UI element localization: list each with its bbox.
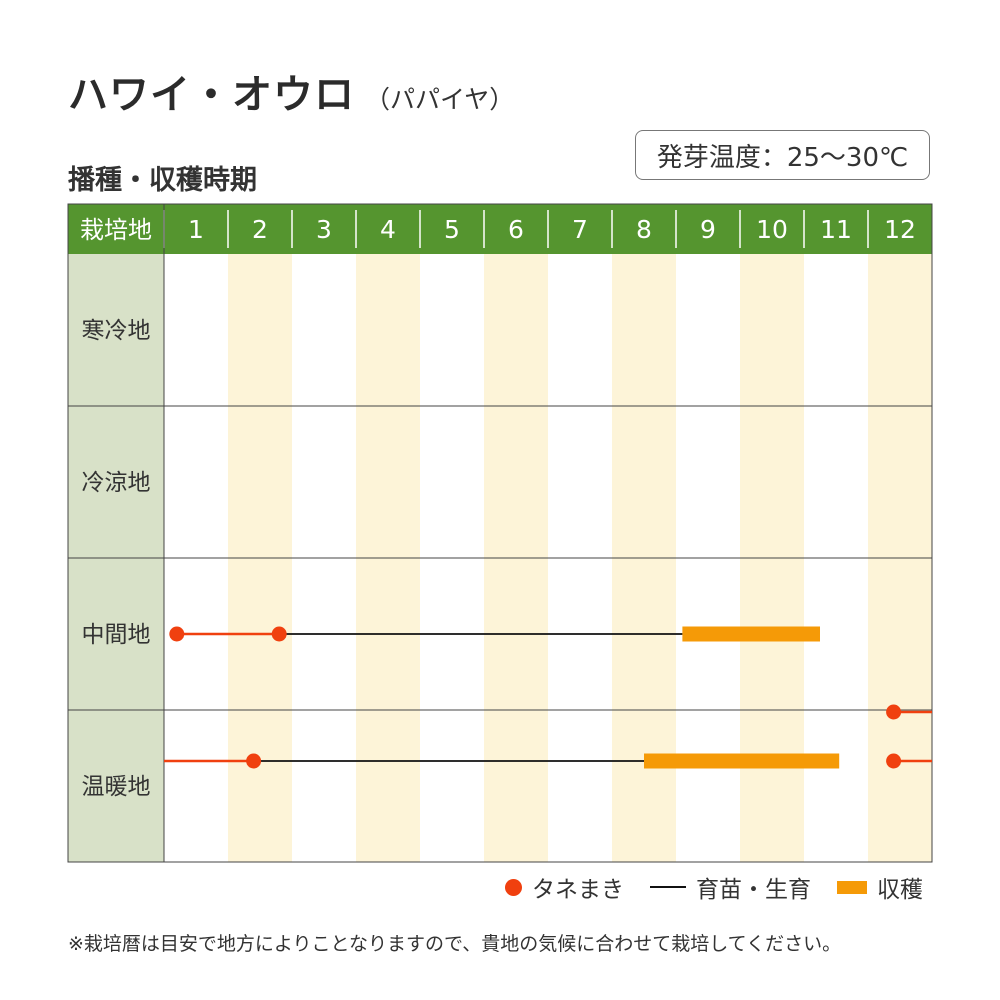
sowing-dot-icon [505, 878, 522, 896]
month-label-12: 12 [884, 215, 916, 244]
germination-temperature-box: 発芽温度：25～30℃ [635, 130, 930, 180]
legend-sowing-label: タネまき [532, 877, 624, 903]
month-label-3: 3 [316, 215, 332, 244]
header-row [68, 204, 932, 254]
harvest-bar [682, 626, 820, 642]
legend: タネまき 育苗・生育 収穫 [505, 870, 923, 904]
region-label: 中間地 [82, 622, 151, 648]
sowing-december-dot [886, 704, 902, 720]
month-label-4: 4 [380, 215, 396, 244]
month-label-1: 1 [188, 215, 204, 244]
legend-sowing: タネまき [505, 870, 624, 904]
sowing-end-dot [271, 626, 287, 642]
month-label-10: 10 [756, 215, 788, 244]
month-label-5: 5 [444, 215, 460, 244]
region-label: 温暖地 [82, 774, 151, 800]
month-label-9: 9 [700, 215, 716, 244]
footnote: ※栽培暦は目安で地方によりことなりますので、貴地の気候に合わせて栽培してください… [68, 933, 842, 955]
month-label-6: 6 [508, 215, 524, 244]
legend-growing-label: 育苗・生育 [696, 877, 811, 903]
region-label: 冷涼地 [82, 470, 151, 496]
sowing-end-dot [246, 753, 262, 769]
legend-growing: 育苗・生育 [650, 870, 811, 904]
harvest-bar-icon [837, 880, 867, 894]
region-label: 寒冷地 [82, 318, 151, 344]
chart-title: ハワイ・オウロ （パパイヤ） [68, 62, 514, 120]
month-label-8: 8 [636, 215, 652, 244]
sowing-start-dot [886, 753, 902, 769]
month-label-11: 11 [820, 215, 852, 244]
header-label: 栽培地 [80, 216, 152, 244]
section-title: 播種・収穫時期 [68, 165, 257, 196]
growing-line-icon [650, 886, 686, 888]
harvest-bar [644, 753, 840, 769]
month-label-7: 7 [572, 215, 588, 244]
title-sub: （パパイヤ） [365, 85, 515, 114]
sowing-start-dot [169, 626, 185, 642]
title-main: ハワイ・オウロ [68, 72, 355, 118]
grid-border [67, 203, 933, 863]
legend-harvest: 収穫 [837, 870, 923, 904]
legend-harvest-label: 収穫 [877, 877, 923, 903]
month-label-2: 2 [252, 215, 268, 244]
